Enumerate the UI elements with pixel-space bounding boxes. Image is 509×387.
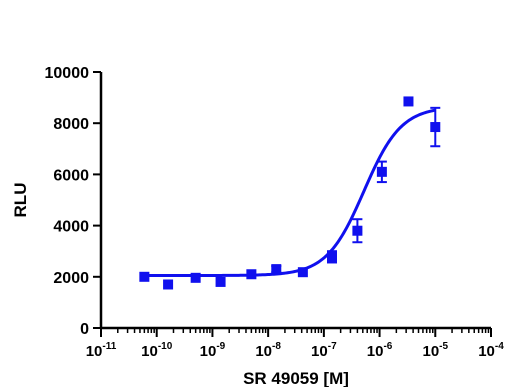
data-points xyxy=(139,96,441,290)
y-tick-label: 8000 xyxy=(53,116,89,133)
data-point xyxy=(326,251,337,262)
data-point xyxy=(215,276,226,287)
data-point xyxy=(246,269,257,280)
x-tick-label: 10-5 xyxy=(422,341,448,360)
data-point xyxy=(163,279,174,290)
x-axis-label: SR 49059 [M] xyxy=(243,369,349,387)
x-tick-label: 10-8 xyxy=(255,341,281,360)
x-axis: 10-11 10-10 10-9 10-8 10-7 10-6 10-5 10-4 xyxy=(86,326,504,360)
y-tick-label: 6000 xyxy=(53,167,89,184)
data-point xyxy=(297,267,308,278)
y-axis: 0 2000 4000 6000 8000 10000 xyxy=(45,65,103,338)
x-tick-label: 10-4 xyxy=(478,341,504,360)
data-point xyxy=(271,264,282,275)
y-tick-label: 10000 xyxy=(45,65,90,82)
x-tick-label: 10-9 xyxy=(200,341,226,360)
x-tick-label: 10-10 xyxy=(141,341,173,360)
y-tick-label: 0 xyxy=(80,321,89,338)
data-point xyxy=(430,122,441,133)
x-tick-label: 10-7 xyxy=(311,341,337,360)
fit-curve xyxy=(144,108,436,278)
x-tick-label: 10-11 xyxy=(86,341,117,360)
y-axis-label: RLU xyxy=(11,183,30,218)
data-point xyxy=(139,271,150,282)
y-tick-label: 4000 xyxy=(53,219,89,236)
data-point xyxy=(403,96,414,107)
x-tick-label: 10-6 xyxy=(367,341,393,360)
data-point xyxy=(352,225,363,236)
y-tick-label: 2000 xyxy=(53,270,89,287)
fit-curve-line xyxy=(144,108,436,278)
data-point xyxy=(376,166,387,177)
data-point xyxy=(190,272,201,283)
